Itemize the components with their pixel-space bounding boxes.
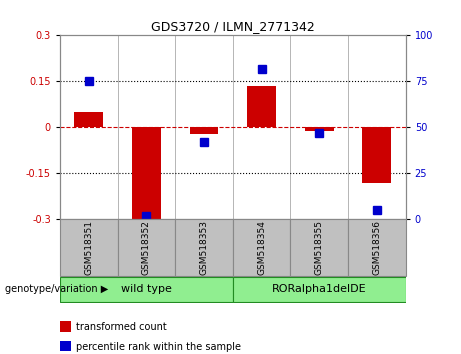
- Bar: [175, 219, 233, 276]
- Bar: [118, 219, 175, 276]
- Text: wild type: wild type: [121, 284, 172, 295]
- Text: genotype/variation ▶: genotype/variation ▶: [5, 284, 108, 295]
- Bar: [132, 127, 161, 219]
- Text: GSM518351: GSM518351: [84, 220, 93, 275]
- Bar: [60, 219, 118, 276]
- Bar: [189, 127, 219, 133]
- Bar: [233, 277, 406, 302]
- Bar: [60, 277, 233, 302]
- Text: GSM518356: GSM518356: [372, 220, 381, 275]
- Text: GSM518354: GSM518354: [257, 220, 266, 275]
- Text: GSM518355: GSM518355: [315, 220, 324, 275]
- Bar: [247, 86, 276, 127]
- Text: transformed count: transformed count: [76, 322, 167, 332]
- Bar: [348, 219, 406, 276]
- Text: RORalpha1delDE: RORalpha1delDE: [272, 284, 366, 295]
- Bar: [233, 219, 290, 276]
- Bar: [362, 127, 391, 183]
- Text: GSM518353: GSM518353: [200, 220, 208, 275]
- Text: percentile rank within the sample: percentile rank within the sample: [76, 342, 241, 352]
- Text: GSM518352: GSM518352: [142, 220, 151, 275]
- Bar: [74, 112, 103, 127]
- Bar: [305, 127, 334, 131]
- Bar: [290, 219, 348, 276]
- Title: GDS3720 / ILMN_2771342: GDS3720 / ILMN_2771342: [151, 20, 315, 33]
